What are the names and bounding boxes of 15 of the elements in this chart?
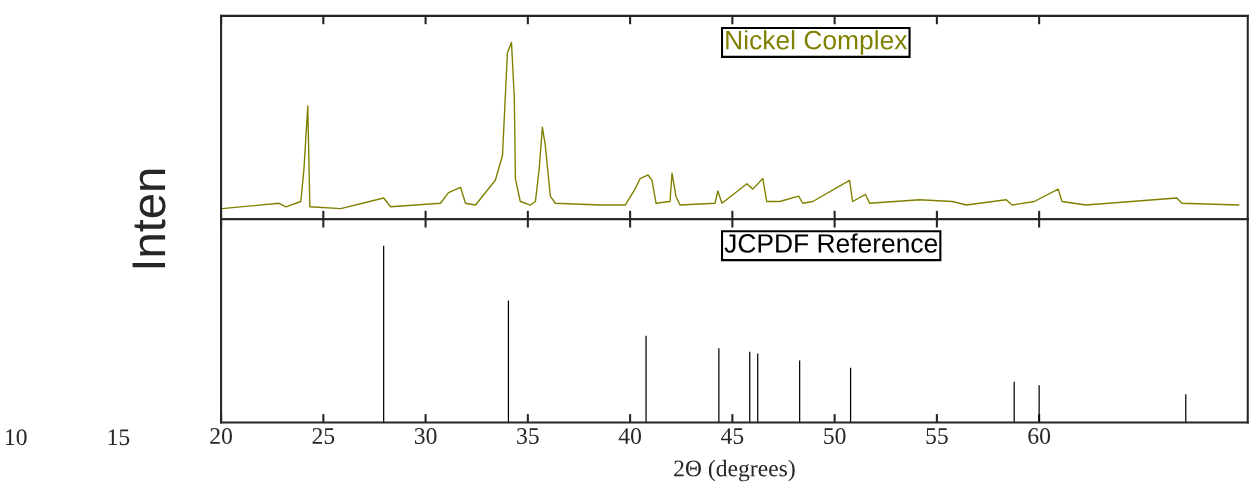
y-axis-title: Inten bbox=[132, 169, 166, 268]
text: 15 bbox=[108, 429, 130, 446]
x-tick-label: 55 bbox=[926, 428, 948, 444]
x-tick-label: 35 bbox=[517, 428, 539, 444]
x-tick-label: 50 bbox=[824, 427, 846, 444]
x-tick-label: 20 bbox=[210, 427, 232, 444]
x-tick-label: 40 bbox=[618, 427, 642, 444]
x-tick-label: 45 bbox=[721, 428, 744, 444]
text: JCPDF Reference bbox=[724, 233, 938, 253]
text: Nickel Complex bbox=[726, 30, 908, 55]
text: 10 bbox=[6, 429, 27, 446]
x-tick-label: 25 bbox=[312, 428, 335, 444]
x-tick-label: 60 bbox=[1028, 427, 1051, 444]
x-axis-title: 2Θ (degrees) bbox=[674, 459, 795, 482]
x-tick-label: 30 bbox=[414, 427, 437, 444]
